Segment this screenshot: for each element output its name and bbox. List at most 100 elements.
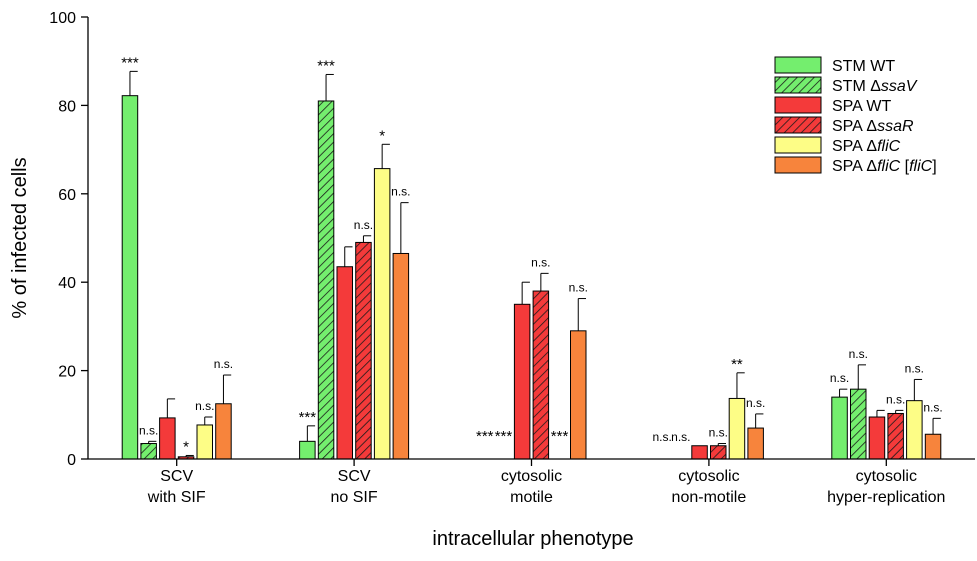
significance-label: *** xyxy=(299,409,317,426)
axes-layer: 0 20 40 60 80 100 SCV with SIF SCV no SIF cytosoli… xyxy=(49,10,975,506)
legend-label: STM ΔssaV xyxy=(832,78,918,95)
y-tick-label: 80 xyxy=(58,98,76,115)
legend-label-bracket: [ xyxy=(900,158,909,175)
legend-label-prefix: STM xyxy=(832,78,870,95)
significance-label: n.s. xyxy=(709,426,728,440)
legend-label: SPA ΔfliC [fliC] xyxy=(832,158,937,175)
bar xyxy=(392,252,410,460)
legend-label-suffix: WT xyxy=(870,58,895,75)
legend-label-suffix: WT xyxy=(866,98,891,115)
significance-label: n.s. xyxy=(671,430,690,444)
significance-label: * xyxy=(379,127,385,144)
legend-swatch xyxy=(774,96,822,114)
x-tick-label: cytosolic xyxy=(501,468,562,485)
y-tick-label: 20 xyxy=(58,364,76,381)
bar xyxy=(532,290,550,460)
bar xyxy=(336,266,353,460)
legend-label-delta: Δ xyxy=(870,78,881,95)
bar xyxy=(513,303,531,460)
bar xyxy=(299,440,316,460)
bar xyxy=(215,403,232,460)
bar xyxy=(140,443,157,460)
significance-label: *** xyxy=(121,54,139,71)
x-tick-label: non-motile xyxy=(672,489,747,506)
bar xyxy=(196,424,213,460)
significance-label: n.s. xyxy=(849,347,868,361)
x-tick-label: cytosolic xyxy=(678,468,739,485)
bar xyxy=(868,416,886,460)
legend-label-delta: Δ xyxy=(866,118,877,135)
legend-swatch xyxy=(774,116,822,134)
legend-label-prefix: SPA xyxy=(832,138,866,155)
significance-label: ** xyxy=(731,356,743,373)
bar xyxy=(906,400,923,460)
bar xyxy=(887,412,904,460)
bar xyxy=(317,100,335,460)
bar xyxy=(373,168,391,460)
x-tick-label: hyper-replication xyxy=(827,489,945,506)
significance-label: n.s. xyxy=(139,423,158,437)
bars-layer: ********* n.s.n.s.n.s.****** n.s.n.s.*n.s.… xyxy=(121,54,943,460)
legend-label-gene: ssaR xyxy=(877,118,914,135)
significance-label: *** xyxy=(476,428,494,445)
x-tick-label: cytosolic xyxy=(856,468,917,485)
significance-label: n.s. xyxy=(746,396,765,410)
significance-label: n.s. xyxy=(652,430,671,444)
bar xyxy=(728,397,746,460)
x-tick-label: with SIF xyxy=(147,489,206,506)
bar xyxy=(710,445,727,460)
legend-label-prefix: SPA xyxy=(832,98,866,115)
bar xyxy=(747,427,764,460)
x-tick-label: no SIF xyxy=(331,489,378,506)
legend-label: SPA ΔssaR xyxy=(832,118,914,135)
significance-label: *** xyxy=(495,428,513,445)
significance-label: n.s. xyxy=(830,371,849,385)
significance-label: n.s. xyxy=(923,400,942,414)
legend-label-delta: Δ xyxy=(866,158,877,175)
significance-label: *** xyxy=(551,428,569,445)
legend-swatch xyxy=(774,56,822,74)
significance-label: n.s. xyxy=(531,255,550,269)
legend-label-prefix: STM xyxy=(832,58,870,75)
legend-label-gene: fliC xyxy=(909,158,933,175)
bar xyxy=(831,396,848,460)
bar xyxy=(850,388,867,460)
significance-label: n.s. xyxy=(391,185,410,199)
x-tick-label: SCV xyxy=(338,468,371,485)
legend-label-gene: fliC xyxy=(877,158,901,175)
legend-swatch xyxy=(774,156,822,174)
y-tick-label: 40 xyxy=(58,275,76,292)
legend-swatch xyxy=(774,136,822,154)
significance-label: n.s. xyxy=(569,281,588,295)
bar xyxy=(691,445,708,460)
significance-label: n.s. xyxy=(905,361,924,375)
y-axis-label: % of infected cells xyxy=(9,157,31,318)
y-tick-label: 100 xyxy=(49,10,76,27)
bar xyxy=(570,330,587,460)
x-axis-label: intracellular phenotype xyxy=(432,528,633,550)
legend-label-gene: ssaV xyxy=(881,78,918,95)
legend-label-prefix: SPA xyxy=(832,118,866,135)
significance-label: n.s. xyxy=(214,357,233,371)
bar xyxy=(924,433,942,460)
legend-label: SPA WT xyxy=(832,98,891,115)
bar xyxy=(355,241,372,460)
significance-label: * xyxy=(183,438,189,455)
bar xyxy=(159,417,176,460)
significance-label: n.s. xyxy=(354,218,373,232)
significance-label: n.s. xyxy=(886,392,905,406)
legend-swatch xyxy=(774,76,822,94)
legend-label: SPA ΔfliC xyxy=(832,138,901,155)
legend-label-bracket: ] xyxy=(932,158,936,175)
legend-label-prefix: SPA xyxy=(832,158,866,175)
significance-label: n.s. xyxy=(195,399,214,413)
y-tick-label: 0 xyxy=(67,452,76,469)
legend-label-delta: Δ xyxy=(866,138,877,155)
x-tick-label: SCV xyxy=(160,468,193,485)
legend-label: STM WT xyxy=(832,58,895,75)
y-tick-label: 60 xyxy=(58,187,76,204)
bar xyxy=(121,95,139,460)
